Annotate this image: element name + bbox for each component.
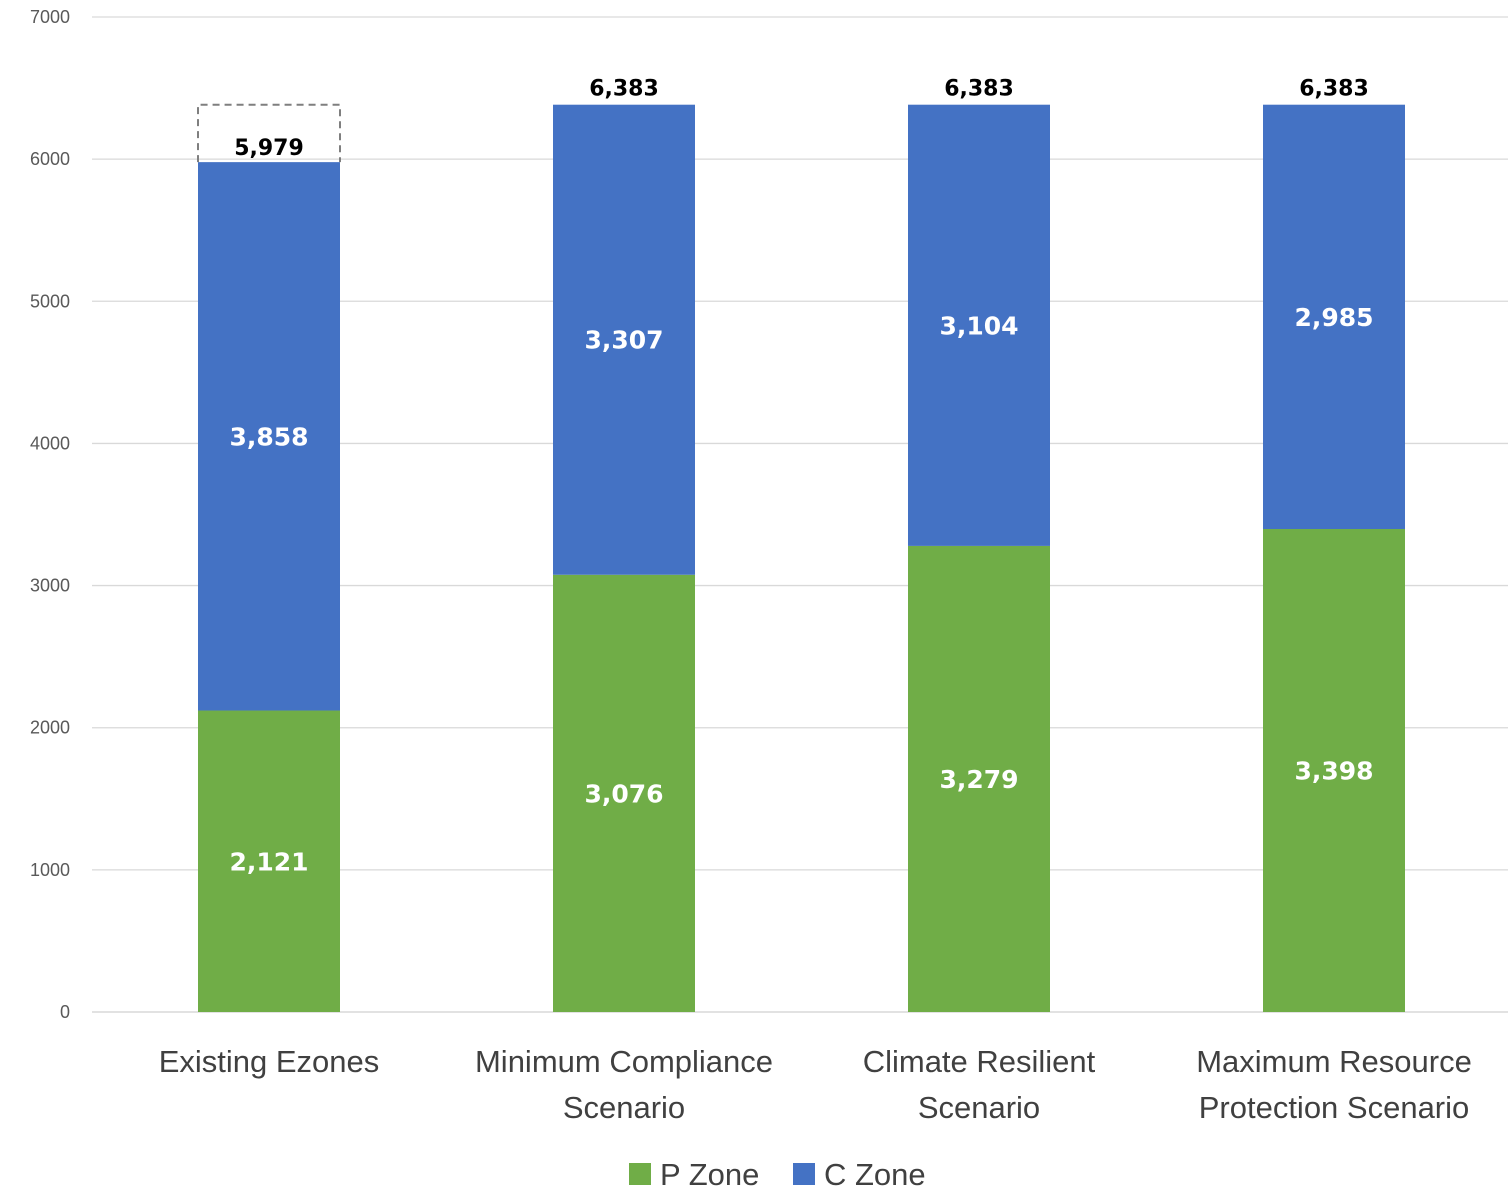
- segment-value-label: 3,858: [229, 422, 308, 451]
- y-tick-label: 3000: [30, 576, 70, 596]
- segment-value-label: 3,104: [939, 311, 1018, 340]
- dashed-outline: [197, 103, 341, 163]
- x-axis-label: Existing Ezones: [159, 1044, 380, 1079]
- y-axis-ticks: 0 1000 2000 3000 4000 5000 6000 7000: [30, 7, 70, 1022]
- segment-value-label: 3,279: [939, 765, 1018, 794]
- legend: P Zone C Zone: [629, 1157, 926, 1190]
- y-tick-label: 4000: [30, 433, 70, 453]
- bar-segment: [1263, 104, 1405, 529]
- bar-segment: [908, 104, 1050, 546]
- bar-segment: [1263, 528, 1405, 1012]
- total-value-label: 6,383: [944, 77, 1014, 102]
- y-tick-label: 0: [60, 1002, 70, 1022]
- bar-segment: [198, 162, 340, 711]
- total-value-label: 6,383: [589, 77, 659, 102]
- segment-value-label: 2,985: [1294, 303, 1373, 332]
- bar-segment: [908, 545, 1050, 1012]
- x-axis-label: Scenario: [563, 1090, 685, 1125]
- total-value-label: 6,383: [1299, 77, 1369, 102]
- x-axis-label: Scenario: [918, 1090, 1040, 1125]
- x-axis-label: Climate Resilient: [863, 1044, 1096, 1079]
- y-tick-label: 2000: [30, 718, 70, 738]
- bar-segment: [553, 104, 695, 575]
- legend-swatch: [793, 1163, 815, 1185]
- x-axis-label: Minimum Compliance: [475, 1044, 773, 1079]
- segment-value-label: 3,076: [584, 779, 663, 808]
- segment-value-label: 3,307: [584, 326, 663, 355]
- x-axis-labels: Existing Ezones Minimum Compliance Scenari…: [159, 1044, 1472, 1125]
- y-tick-label: 1000: [30, 860, 70, 880]
- x-axis-label: Maximum Resource: [1196, 1044, 1472, 1079]
- y-tick-label: 6000: [30, 149, 70, 169]
- x-axis-label: Protection Scenario: [1199, 1090, 1470, 1125]
- y-tick-label: 5000: [30, 291, 70, 311]
- legend-label: C Zone: [824, 1157, 926, 1190]
- bar-segment: [198, 710, 340, 1012]
- segment-value-label: 2,121: [229, 847, 308, 876]
- y-tick-label: 7000: [30, 7, 70, 27]
- total-value-label: 5,979: [234, 136, 304, 161]
- legend-label: P Zone: [660, 1157, 759, 1190]
- bars: 2,121 3,858 5,979 3,076 3,307 6,383 3,279 3,104…: [197, 77, 1405, 1012]
- bar-segment: [553, 574, 695, 1012]
- segment-value-label: 3,398: [1294, 756, 1373, 785]
- legend-swatch: [629, 1163, 651, 1185]
